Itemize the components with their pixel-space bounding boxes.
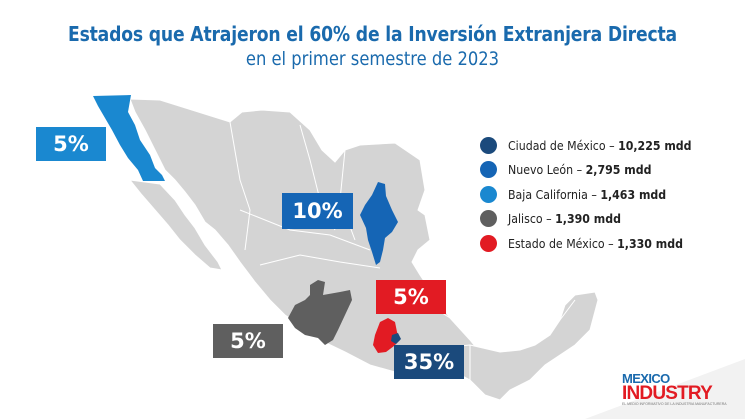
badge-nuevo-leon-label: 10%: [292, 199, 343, 223]
state-nuevo-leon: [360, 182, 398, 265]
legend: Ciudad de México – 10,225 mdd Nuevo León…: [480, 133, 717, 256]
badge-nuevo-leon: 10%: [282, 193, 353, 229]
legend-item-jalisco: Jalisco – 1,390 mdd: [480, 207, 717, 232]
logo-tagline: EL MEDIO INFORMATIVO DE LA INDUSTRIA MAN…: [622, 402, 727, 406]
legend-dot-icon: [480, 234, 497, 252]
mexico-industry-logo: MEXICO INDUSTRY EL MEDIO INFORMATIVO DE …: [622, 371, 742, 407]
legend-dot-icon: [480, 161, 497, 179]
corner-decoration: [585, 359, 745, 419]
map-baja-sur: [128, 179, 223, 271]
legend-item-ciudad-de-mexico: Ciudad de México – 10,225 mdd: [480, 133, 717, 158]
state-jalisco: [288, 280, 352, 345]
state-baja-california: [93, 95, 165, 181]
legend-dot-icon: [480, 136, 497, 154]
map-southeast: [439, 291, 599, 401]
chart-title: Estados que Atrajeron el 60% de la Inver…: [67, 22, 677, 46]
badge-baja-california-label: 5%: [53, 132, 89, 156]
badge-estado-de-mexico: 5%: [376, 280, 446, 314]
badge-estado-de-mexico-label: 5%: [393, 285, 429, 309]
legend-dot-icon: [480, 185, 497, 203]
chart-subtitle: en el primer semestre de 2023: [245, 48, 500, 70]
legend-dot-icon: [480, 210, 497, 228]
legend-item-nuevo-leon: Nuevo León – 2,795 mdd: [480, 158, 717, 183]
logo-line2: INDUSTRY: [622, 383, 713, 404]
badge-ciudad-de-mexico: 35%: [394, 345, 464, 379]
badge-jalisco-label: 5%: [230, 329, 266, 353]
logo-line1: MEXICO: [622, 371, 670, 386]
badge-baja-california: 5%: [36, 127, 106, 161]
legend-item-estado-de-mexico: Estado de México – 1,330 mdd: [480, 231, 717, 256]
state-estado-de-mexico: [373, 318, 400, 353]
badge-ciudad-de-mexico-label: 35%: [403, 350, 455, 374]
legend-item-baja-california: Baja California – 1,463 mdd: [480, 182, 717, 207]
state-ciudad-de-mexico: [391, 333, 401, 344]
badge-jalisco: 5%: [213, 324, 283, 358]
